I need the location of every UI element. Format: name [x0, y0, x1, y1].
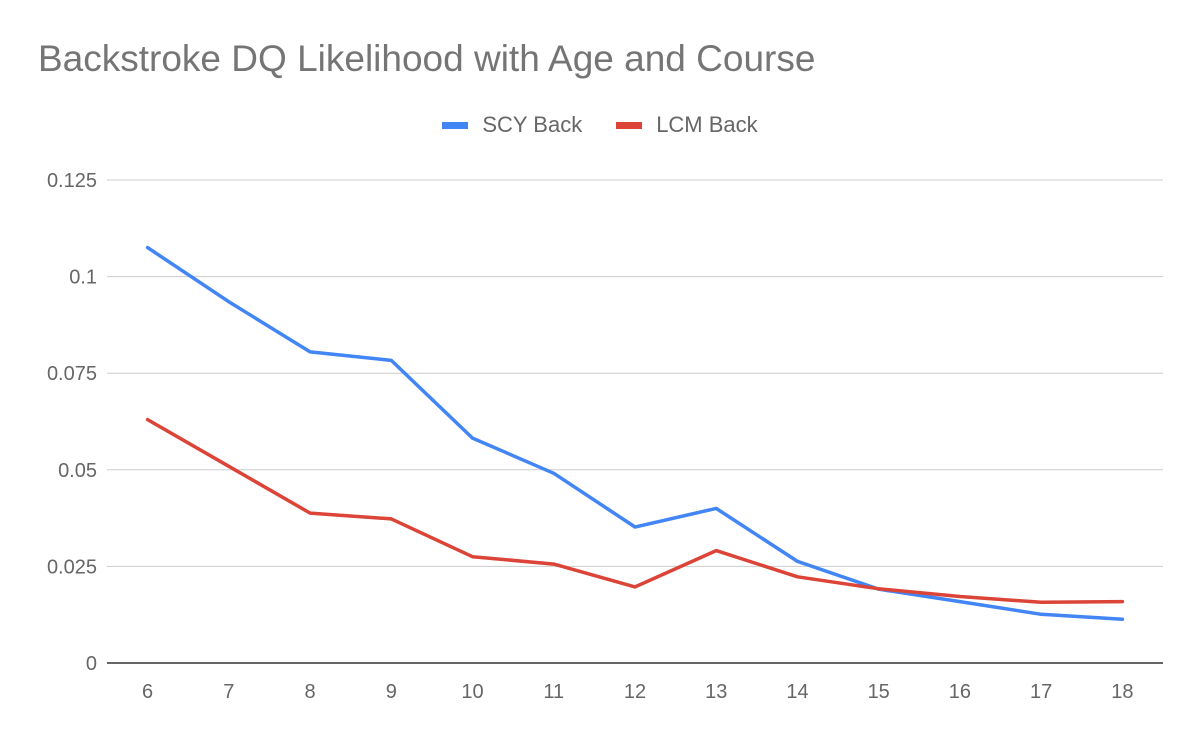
x-tick-label: 11: [543, 681, 564, 703]
legend: SCY Back LCM Back: [0, 112, 1200, 138]
y-tick-label: 0: [86, 653, 97, 675]
x-tick-label: 17: [1030, 681, 1052, 703]
chart-title: Backstroke DQ Likelihood with Age and Co…: [38, 38, 816, 79]
x-tick-label: 8: [305, 681, 316, 703]
legend-swatch-lcm-back: [616, 121, 643, 129]
legend-label-lcm-back: LCM Back: [656, 112, 758, 137]
x-tick-label: 7: [223, 681, 234, 703]
y-tick-label: 0.125: [47, 170, 97, 192]
x-tick-label: 13: [705, 681, 727, 703]
x-tick-label: 9: [386, 681, 397, 703]
legend-item-scy-back[interactable]: SCY Back: [442, 112, 582, 138]
y-tick-label: 0.025: [47, 556, 97, 578]
legend-swatch-scy-back: [442, 121, 469, 129]
y-tick-label: 0.05: [58, 460, 97, 482]
y-tick-label: 0.1: [69, 267, 97, 289]
series-line-lcm-back: [145, 417, 1125, 605]
x-tick-label: 10: [461, 681, 483, 703]
x-tick-label: 12: [624, 681, 646, 703]
series-line-scy-back: [145, 245, 1125, 622]
x-tick-label: 15: [868, 681, 890, 703]
legend-item-lcm-back[interactable]: LCM Back: [616, 112, 758, 138]
legend-label-scy-back: SCY Back: [482, 112, 583, 137]
x-tick-label: 14: [786, 681, 808, 703]
y-tick-label: 0.075: [47, 363, 97, 385]
x-tick-label: 6: [142, 681, 153, 703]
x-tick-label: 18: [1111, 681, 1133, 703]
x-tick-label: 16: [949, 681, 971, 703]
